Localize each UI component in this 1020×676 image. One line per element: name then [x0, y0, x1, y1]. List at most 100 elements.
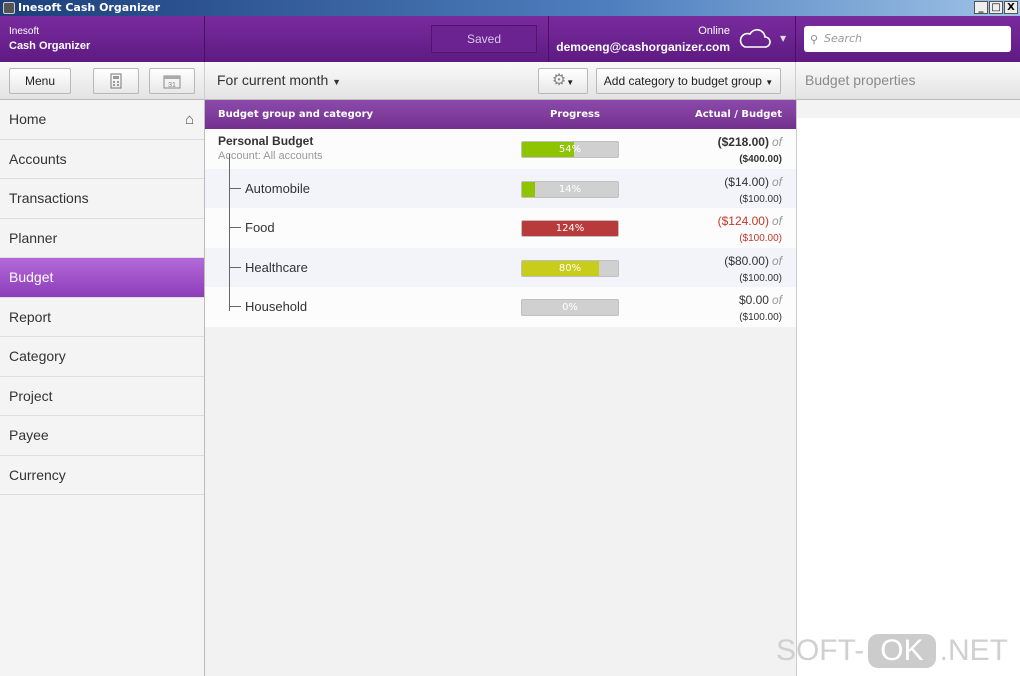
category-row[interactable]: Healthcare 80% ($80.00) of ($100.00)	[205, 247, 796, 287]
brand-vendor: Inesoft	[9, 26, 40, 37]
sidebar-item-home[interactable]: Home ⌂	[0, 100, 204, 140]
tree-branch	[229, 306, 241, 307]
budget-table: Budget group and category Progress Actua…	[205, 100, 796, 676]
category-row[interactable]: Food 124% ($124.00) of ($100.00)	[205, 208, 796, 248]
of-label: of	[771, 174, 782, 189]
search-placeholder: Search	[824, 32, 863, 45]
tree-branch	[229, 227, 241, 228]
amount: ($218.00) of ($400.00)	[718, 134, 782, 168]
sidebar: Home ⌂ Accounts Transactions Planner Budget Re…	[0, 100, 205, 676]
sidebar-item-label: Transactions	[9, 190, 89, 206]
amount: ($14.00) of ($100.00)	[724, 174, 782, 208]
sidebar-item-payee[interactable]: Payee	[0, 416, 204, 456]
chevron-down-icon: ▼	[332, 77, 342, 87]
group-name: Personal Budget	[218, 134, 314, 148]
sidebar-item-label: Project	[9, 387, 53, 404]
brand-product: Cash Organizer	[9, 40, 91, 52]
progress-label: 80%	[558, 262, 582, 274]
amount: ($80.00) of ($100.00)	[724, 253, 782, 287]
column-header-category[interactable]: Budget group and category	[218, 109, 374, 120]
category-name: Household	[245, 299, 308, 314]
category-name: Automobile	[245, 180, 311, 196]
sidebar-item-transactions[interactable]: Transactions	[0, 179, 204, 219]
budget-amount: ($100.00)	[739, 272, 782, 284]
budget-amount: ($100.00)	[739, 233, 782, 244]
sync-status[interactable]: Online demoeng@cashorganizer.com	[556, 23, 730, 56]
cloud-icon[interactable]	[738, 26, 772, 50]
sidebar-item-label: Category	[9, 348, 66, 364]
toolbar: Menu 31 For current month ▼ ⚙▼ Add categ…	[0, 62, 1020, 100]
calendar-icon: 31	[163, 75, 181, 89]
chevron-down-icon: ▼	[566, 78, 575, 87]
table-header: Budget group and category Progress Actua…	[205, 100, 796, 129]
progress-label: 14%	[558, 183, 582, 195]
search-input[interactable]: ⚲ Search	[804, 26, 1011, 52]
watermark-text: SOFT-	[775, 634, 865, 667]
of-label: of	[771, 214, 782, 228]
amount: ($124.00) of ($100.00)	[718, 213, 782, 247]
sidebar-item-currency[interactable]: Currency	[0, 456, 204, 495]
tree-branch	[229, 187, 241, 189]
of-label: of	[771, 253, 782, 268]
progress-bar: 80%	[521, 259, 619, 277]
progress-bar: 54%	[521, 141, 619, 158]
panel-title: Budget properties	[805, 72, 916, 88]
sidebar-item-budget[interactable]: Budget	[0, 258, 204, 298]
group-account: Account: All accounts	[218, 150, 323, 162]
settings-button[interactable]: ⚙▼	[538, 68, 588, 94]
progress-bar: 14%	[521, 180, 619, 198]
watermark-text: OK	[868, 634, 936, 668]
sidebar-item-project[interactable]: Project	[0, 377, 204, 416]
budget-properties-panel	[796, 100, 1020, 676]
add-category-button[interactable]: Add category to budget group ▼	[596, 68, 781, 94]
gear-icon: ⚙	[551, 72, 567, 89]
budget-group-row[interactable]: Personal Budget Account: All accounts 54…	[205, 129, 796, 169]
sidebar-item-report[interactable]: Report	[0, 298, 204, 337]
actual-amount: ($218.00)	[717, 135, 769, 149]
maximize-button[interactable]: □	[989, 1, 1003, 14]
sidebar-item-label: Report	[9, 308, 52, 325]
calculator-button[interactable]	[93, 68, 139, 94]
actual-amount: ($124.00)	[717, 214, 769, 228]
menu-button[interactable]: Menu	[9, 68, 71, 94]
amount: $0.00 of ($100.00)	[739, 292, 782, 326]
close-button[interactable]: X	[1004, 1, 1018, 14]
progress-label: 0%	[562, 302, 578, 313]
sync-dropdown-icon[interactable]: ▼	[780, 34, 787, 43]
add-category-label: Add category to budget group	[603, 74, 762, 88]
watermark-text: .NET	[939, 634, 1008, 667]
calculator-icon	[110, 73, 122, 89]
chevron-down-icon: ▼	[765, 78, 774, 87]
sidebar-item-accounts[interactable]: Accounts	[0, 140, 204, 179]
column-header-amount[interactable]: Actual / Budget	[695, 109, 782, 120]
home-icon: ⌂	[184, 111, 194, 128]
sidebar-item-label: Payee	[9, 427, 49, 443]
progress-fill	[522, 221, 618, 236]
progress-label: 124%	[555, 223, 585, 234]
category-name: Healthcare	[245, 259, 308, 275]
app-header: Inesoft Cash Organizer Saved Online demo…	[0, 16, 1020, 62]
progress-fill	[522, 260, 599, 276]
saved-status: Saved	[431, 25, 537, 53]
actual-amount: ($80.00)	[724, 253, 769, 268]
period-dropdown[interactable]: For current month ▼	[217, 72, 341, 88]
column-header-progress[interactable]: Progress	[550, 109, 600, 120]
sidebar-item-category[interactable]: Category	[0, 337, 204, 377]
actual-amount: $0.00	[738, 293, 769, 307]
actual-amount: ($14.00)	[724, 174, 769, 189]
app-icon	[3, 2, 15, 14]
category-row[interactable]: Household 0% $0.00 of ($100.00)	[205, 287, 796, 327]
calendar-button[interactable]: 31	[149, 68, 195, 94]
category-row[interactable]: Automobile 14% ($14.00) of ($100.00)	[205, 168, 796, 208]
sidebar-item-label: Planner	[9, 229, 58, 246]
search-icon: ⚲	[810, 33, 819, 46]
window-title: Inesoft Cash Organizer	[18, 1, 161, 14]
of-label: of	[771, 293, 782, 307]
period-label: For current month	[217, 72, 329, 88]
sidebar-item-planner[interactable]: Planner	[0, 219, 204, 258]
minimize-button[interactable]: _	[974, 1, 988, 14]
progress-fill	[522, 181, 536, 197]
watermark: SOFT- OK .NET	[776, 634, 1008, 668]
progress-bar: 124%	[521, 220, 619, 237]
progress-label: 54%	[558, 144, 582, 155]
